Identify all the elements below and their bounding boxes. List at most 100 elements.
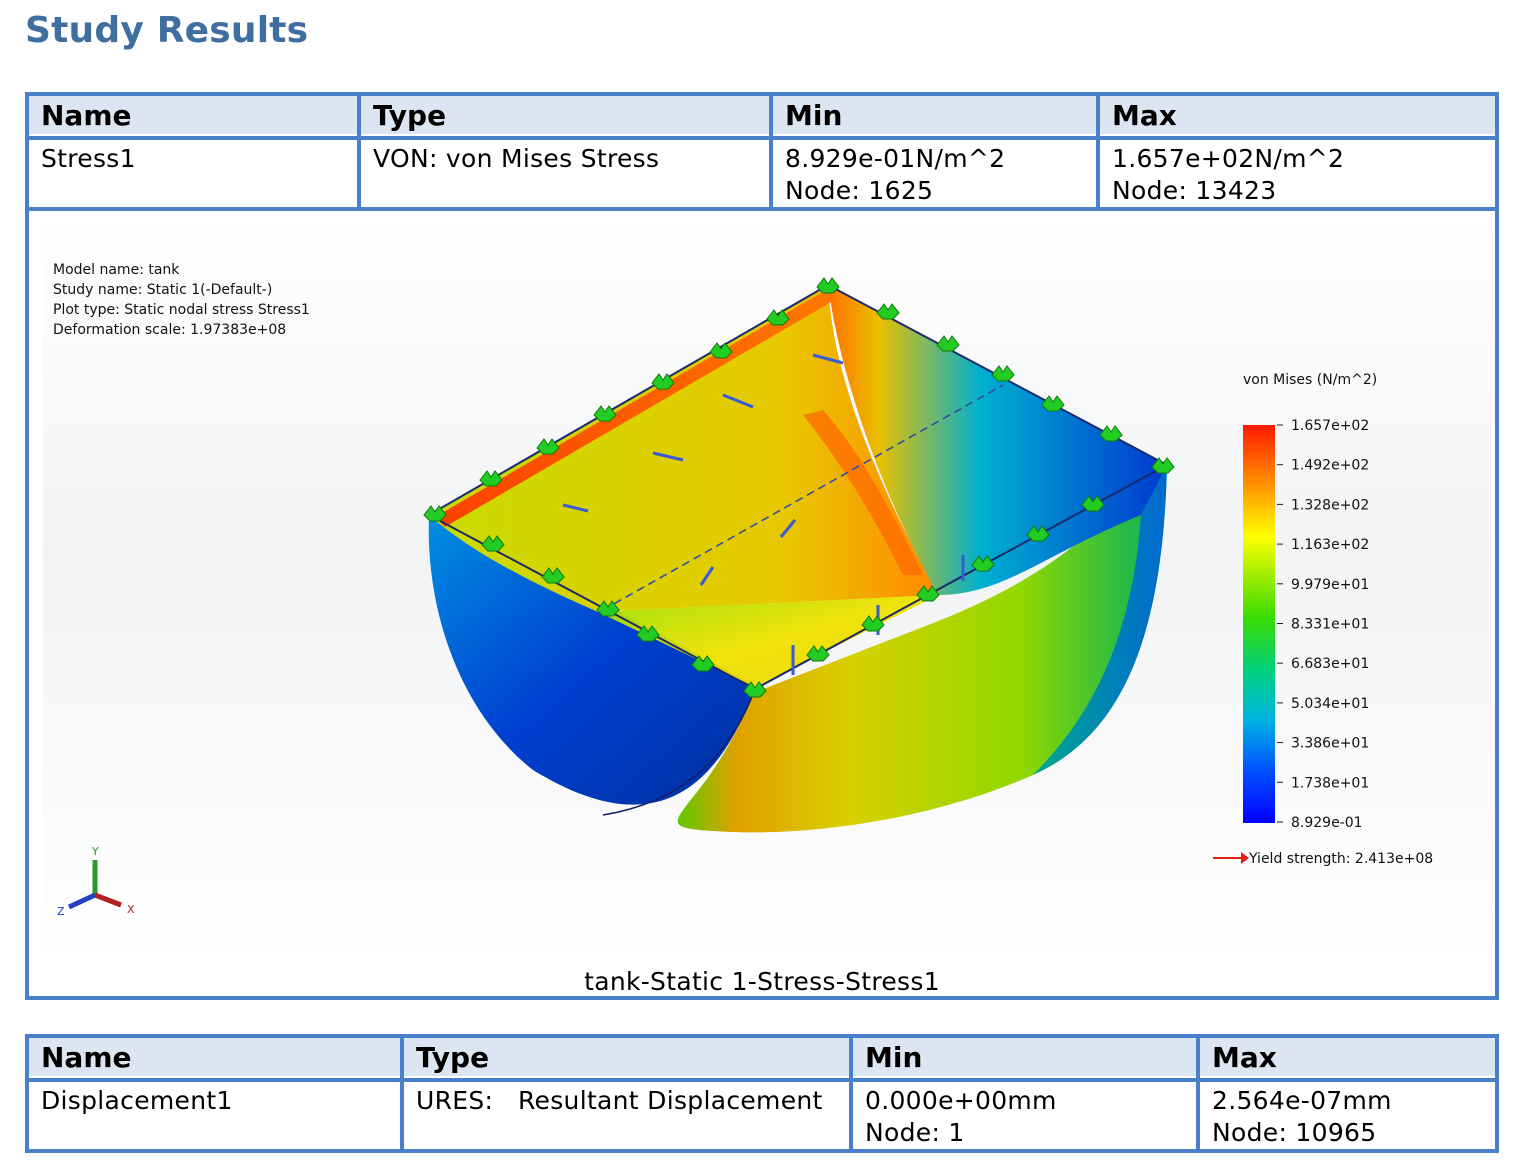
tank-stress-band (803, 410, 923, 575)
axis-triad: Y X Z (57, 845, 135, 918)
fixture-marker-icon (596, 600, 620, 617)
legend-tick-label: 1.163e+02 (1291, 537, 1369, 553)
fixture-marker-icon (536, 438, 560, 455)
load-arrow (779, 519, 797, 538)
stress-max-node: Node: 13423 (1112, 176, 1277, 205)
tank-high-stress-edge (435, 289, 833, 527)
tank-center-line (602, 384, 1004, 611)
stress-type: VON: von Mises Stress (357, 136, 773, 211)
info-deformation-scale: Deformation scale: 1.97383e+08 (53, 322, 286, 338)
fixture-marker-icon (971, 555, 995, 572)
fixture-marker-icon (1026, 525, 1050, 542)
z-axis-label: Z (57, 905, 65, 918)
legend-tick-label: 1.738e+01 (1291, 775, 1369, 791)
stress-plot-svg: Model name: tank Study name: Static 1(-D… (43, 215, 1491, 963)
x-axis-icon (94, 892, 122, 908)
fixture-marker-icon (861, 615, 885, 632)
plot-caption: tank-Static 1-Stress-Stress1 (584, 967, 940, 996)
displacement-type: URES: Resultant Displacement (400, 1078, 853, 1153)
fixture-marker-icon (691, 655, 715, 672)
fixture-marker-icon (541, 567, 565, 584)
load-arrow (722, 393, 754, 409)
stress-legend: von Mises (N/m^2) 1.657e+02 1.492e+02 1.32… (1213, 372, 1433, 867)
displacement-max: 2.564e-07mm Node: 10965 (1196, 1078, 1499, 1153)
legend-tick-label: 6.683e+01 (1291, 656, 1369, 672)
fixture-marker-icon (1099, 425, 1123, 442)
header-type: Type (400, 1034, 853, 1082)
displacement-min-node: Node: 1 (865, 1118, 965, 1147)
legend-tick-label: 1.328e+02 (1291, 497, 1369, 513)
fixture-marker-icon (806, 645, 830, 662)
stress-header-row: Name Type Min Max (25, 92, 1499, 140)
fixture-marker-icon (816, 277, 840, 294)
fixture-marker-icon (636, 625, 660, 642)
legend-title: von Mises (N/m^2) (1243, 372, 1377, 388)
header-name: Name (25, 1034, 404, 1082)
stress-max-value: 1.657e+02N/m^2 (1112, 144, 1345, 173)
page-title: Study Results (25, 10, 309, 51)
fixture-marker-icon (743, 681, 767, 698)
displacement-max-value: 2.564e-07mm (1212, 1086, 1392, 1115)
header-min: Min (769, 92, 1100, 140)
stress-max: 1.657e+02N/m^2 Node: 13423 (1096, 136, 1499, 211)
legend-ticks: 1.657e+02 1.492e+02 1.328e+02 1.163e+02 9.97… (1277, 418, 1369, 831)
stress-plot-image: Model name: tank Study name: Static 1(-D… (43, 215, 1491, 963)
displacement-name: Displacement1 (25, 1078, 404, 1153)
header-max: Max (1096, 92, 1499, 140)
tank-back-wall (828, 285, 1167, 595)
stress-data-row: Stress1 VON: von Mises Stress 8.929e-01N… (25, 136, 1499, 211)
displacement-min-value: 0.000e+00mm (865, 1086, 1057, 1115)
displacement-header-row: Name Type Min Max (25, 1034, 1499, 1082)
header-name: Name (25, 92, 361, 140)
fixture-markers (423, 277, 1175, 698)
stress-name: Stress1 (25, 136, 361, 211)
tank-left-wall (429, 285, 938, 612)
header-max: Max (1196, 1034, 1499, 1082)
fixture-marker-icon (593, 405, 617, 422)
yield-arrow-head-icon (1241, 852, 1249, 864)
info-model-name: Model name: tank (53, 262, 180, 278)
fixture-marker-icon (709, 342, 733, 359)
header-min: Min (849, 1034, 1200, 1082)
displacement-min: 0.000e+00mm Node: 1 (849, 1078, 1200, 1153)
legend-tick-label: 8.929e-01 (1291, 815, 1363, 831)
fixture-marker-icon (1041, 395, 1065, 412)
fixture-marker-icon (1081, 495, 1105, 512)
tank-left-end-cap (428, 515, 755, 805)
load-arrow (562, 503, 589, 513)
tank-right-end-cap (1033, 465, 1167, 775)
legend-tick-label: 9.979e+01 (1291, 577, 1369, 593)
z-axis-icon (67, 892, 97, 910)
displacement-data-row: Displacement1 URES: Resultant Displaceme… (25, 1078, 1499, 1153)
stress-min: 8.929e-01N/m^2 Node: 1625 (769, 136, 1100, 211)
displacement-results-table: Name Type Min Max Displacement1 URES: Re… (25, 1034, 1499, 1153)
info-study-name: Study name: Static 1(-Default-) (53, 282, 272, 298)
fixture-marker-icon (916, 585, 940, 602)
load-arrow (812, 353, 844, 365)
y-axis-label: Y (91, 845, 99, 858)
fixture-marker-icon (936, 335, 960, 352)
stress-plot-cell: Model name: tank Study name: Static 1(-D… (25, 207, 1499, 1000)
header-type: Type (357, 92, 773, 140)
tank-front-shell (677, 465, 1167, 833)
legend-tick-label: 1.492e+02 (1291, 458, 1369, 474)
fixture-marker-icon (651, 373, 675, 390)
stress-min-node: Node: 1625 (785, 176, 934, 205)
fixture-marker-icon (423, 505, 447, 522)
load-arrow (652, 451, 684, 462)
legend-color-bar (1243, 425, 1275, 823)
legend-tick-label: 5.034e+01 (1291, 696, 1369, 712)
tank-floor (598, 595, 938, 687)
stress-min-value: 8.929e-01N/m^2 (785, 144, 1006, 173)
tank-cap-edge (602, 688, 756, 816)
legend-tick-label: 1.657e+02 (1291, 418, 1369, 434)
fixture-marker-icon (1151, 457, 1175, 474)
stress-plot-row: Model name: tank Study name: Static 1(-D… (25, 207, 1499, 1000)
fixture-marker-icon (991, 365, 1015, 382)
legend-tick-label: 8.331e+01 (1291, 617, 1369, 633)
info-plot-type: Plot type: Static nodal stress Stress1 (53, 302, 310, 318)
load-arrow (699, 566, 715, 586)
fixture-marker-icon (479, 470, 503, 487)
displacement-max-node: Node: 10965 (1212, 1118, 1377, 1147)
yield-strength-label: Yield strength: 2.413e+08 (1248, 851, 1433, 867)
